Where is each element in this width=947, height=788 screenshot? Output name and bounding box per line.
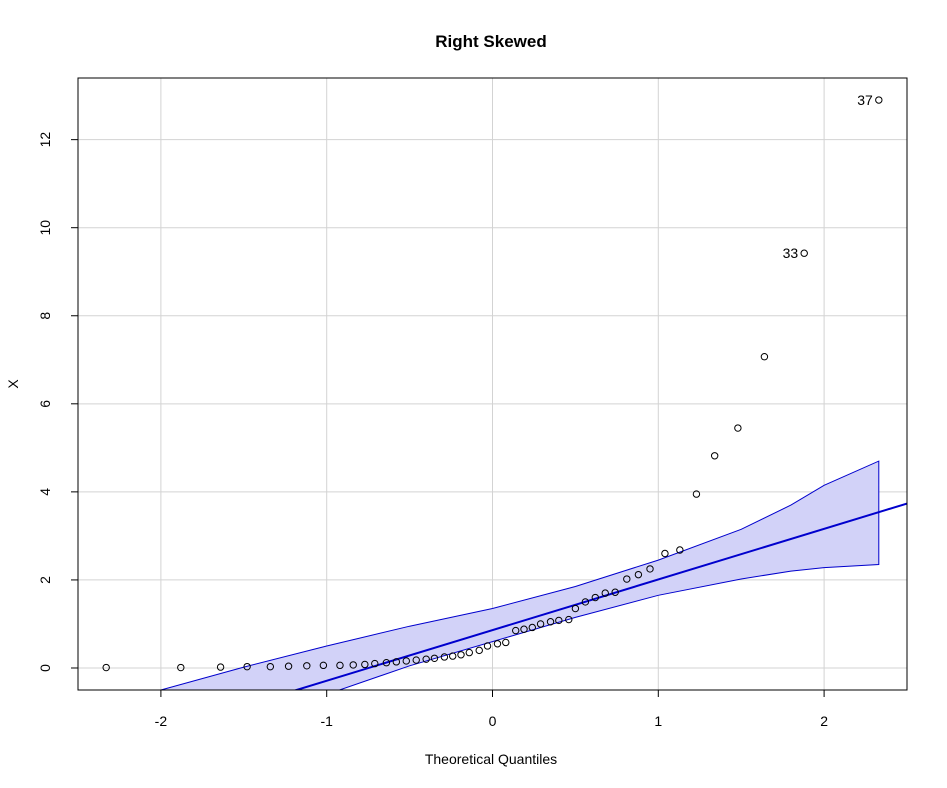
confidence-band: [159, 460, 880, 690]
y-tick-label-6: 6: [37, 400, 53, 408]
data-point-40: [634, 570, 643, 579]
data-point-7: [303, 662, 311, 670]
y-tick-label-10: 10: [37, 220, 53, 236]
chart-title: Right Skewed: [435, 32, 546, 51]
data-point-12: [371, 659, 379, 668]
reference-line-group: [292, 502, 907, 690]
data-point-28: [520, 625, 528, 633]
y-tick-label-8: 8: [37, 312, 53, 320]
data-point-30: [536, 620, 545, 628]
data-point-2: [177, 663, 185, 672]
data-point-31: [546, 618, 555, 626]
data-point-29: [528, 623, 536, 632]
data-point-21: [457, 651, 465, 659]
data-point-38: [611, 588, 619, 596]
x-tick-label-1: 1: [654, 713, 662, 729]
data-point-42: [661, 549, 669, 558]
data-point-5: [266, 662, 275, 671]
data-point-36: [591, 593, 599, 602]
point-labels-group: 33 37: [783, 92, 873, 261]
data-point-41: [646, 565, 654, 573]
points-group: [102, 96, 883, 672]
data-point-23: [475, 646, 483, 655]
data-point-16: [412, 656, 420, 664]
data-point-14: [392, 658, 401, 666]
data-point-22: [465, 648, 473, 657]
data-point-9: [336, 661, 344, 670]
data-point-13: [382, 659, 391, 667]
data-point-37: [601, 589, 609, 597]
data-point-6: [284, 662, 293, 670]
x-tick-label--2: -2: [155, 713, 168, 729]
data-point-26: [502, 638, 510, 647]
data-point-10: [349, 661, 357, 669]
confidence-envelope-group: [159, 460, 880, 690]
x-tick-label--1: -1: [320, 713, 333, 729]
data-point-35: [581, 598, 590, 606]
data-point-3: [216, 663, 225, 671]
data-point-39: [623, 575, 631, 583]
point-label-33: 33: [783, 245, 799, 261]
data-point-33: [565, 615, 573, 624]
data-point-32: [555, 616, 563, 625]
data-point-48: [800, 249, 808, 257]
x-axis: -2 -1 0 1 2: [155, 689, 828, 729]
data-point-15: [402, 657, 410, 665]
data-point-49: [875, 96, 883, 104]
data-point-18: [430, 654, 439, 662]
data-point-11: [361, 660, 369, 669]
data-point-1: [102, 663, 110, 672]
y-axis-label: X: [5, 379, 21, 389]
x-tick-label-0: 0: [489, 713, 497, 729]
point-label-37: 37: [857, 92, 873, 108]
y-tick-label-2: 2: [37, 576, 53, 584]
data-point-34: [571, 604, 580, 613]
data-point-8: [319, 661, 328, 670]
y-axis: 0 2 4 6 8 10 12: [37, 132, 79, 672]
data-point-4: [243, 662, 251, 671]
data-point-25: [493, 640, 502, 648]
data-point-20: [449, 652, 457, 660]
data-point-43: [676, 546, 684, 554]
data-point-47: [760, 353, 769, 361]
data-point-27: [512, 626, 520, 635]
x-axis-label: Theoretical Quantiles: [425, 751, 557, 767]
y-tick-label-12: 12: [37, 132, 53, 148]
data-point-24: [483, 642, 492, 650]
reference-line: [292, 502, 907, 690]
y-tick-label-0: 0: [37, 664, 53, 672]
y-tick-label-4: 4: [37, 488, 53, 496]
grid: [78, 78, 907, 690]
data-point-46: [734, 424, 742, 432]
data-point-17: [422, 655, 430, 663]
data-point-45: [710, 452, 719, 460]
data-point-19: [440, 653, 449, 661]
data-point-44: [692, 490, 701, 498]
x-tick-label-2: 2: [820, 713, 828, 729]
